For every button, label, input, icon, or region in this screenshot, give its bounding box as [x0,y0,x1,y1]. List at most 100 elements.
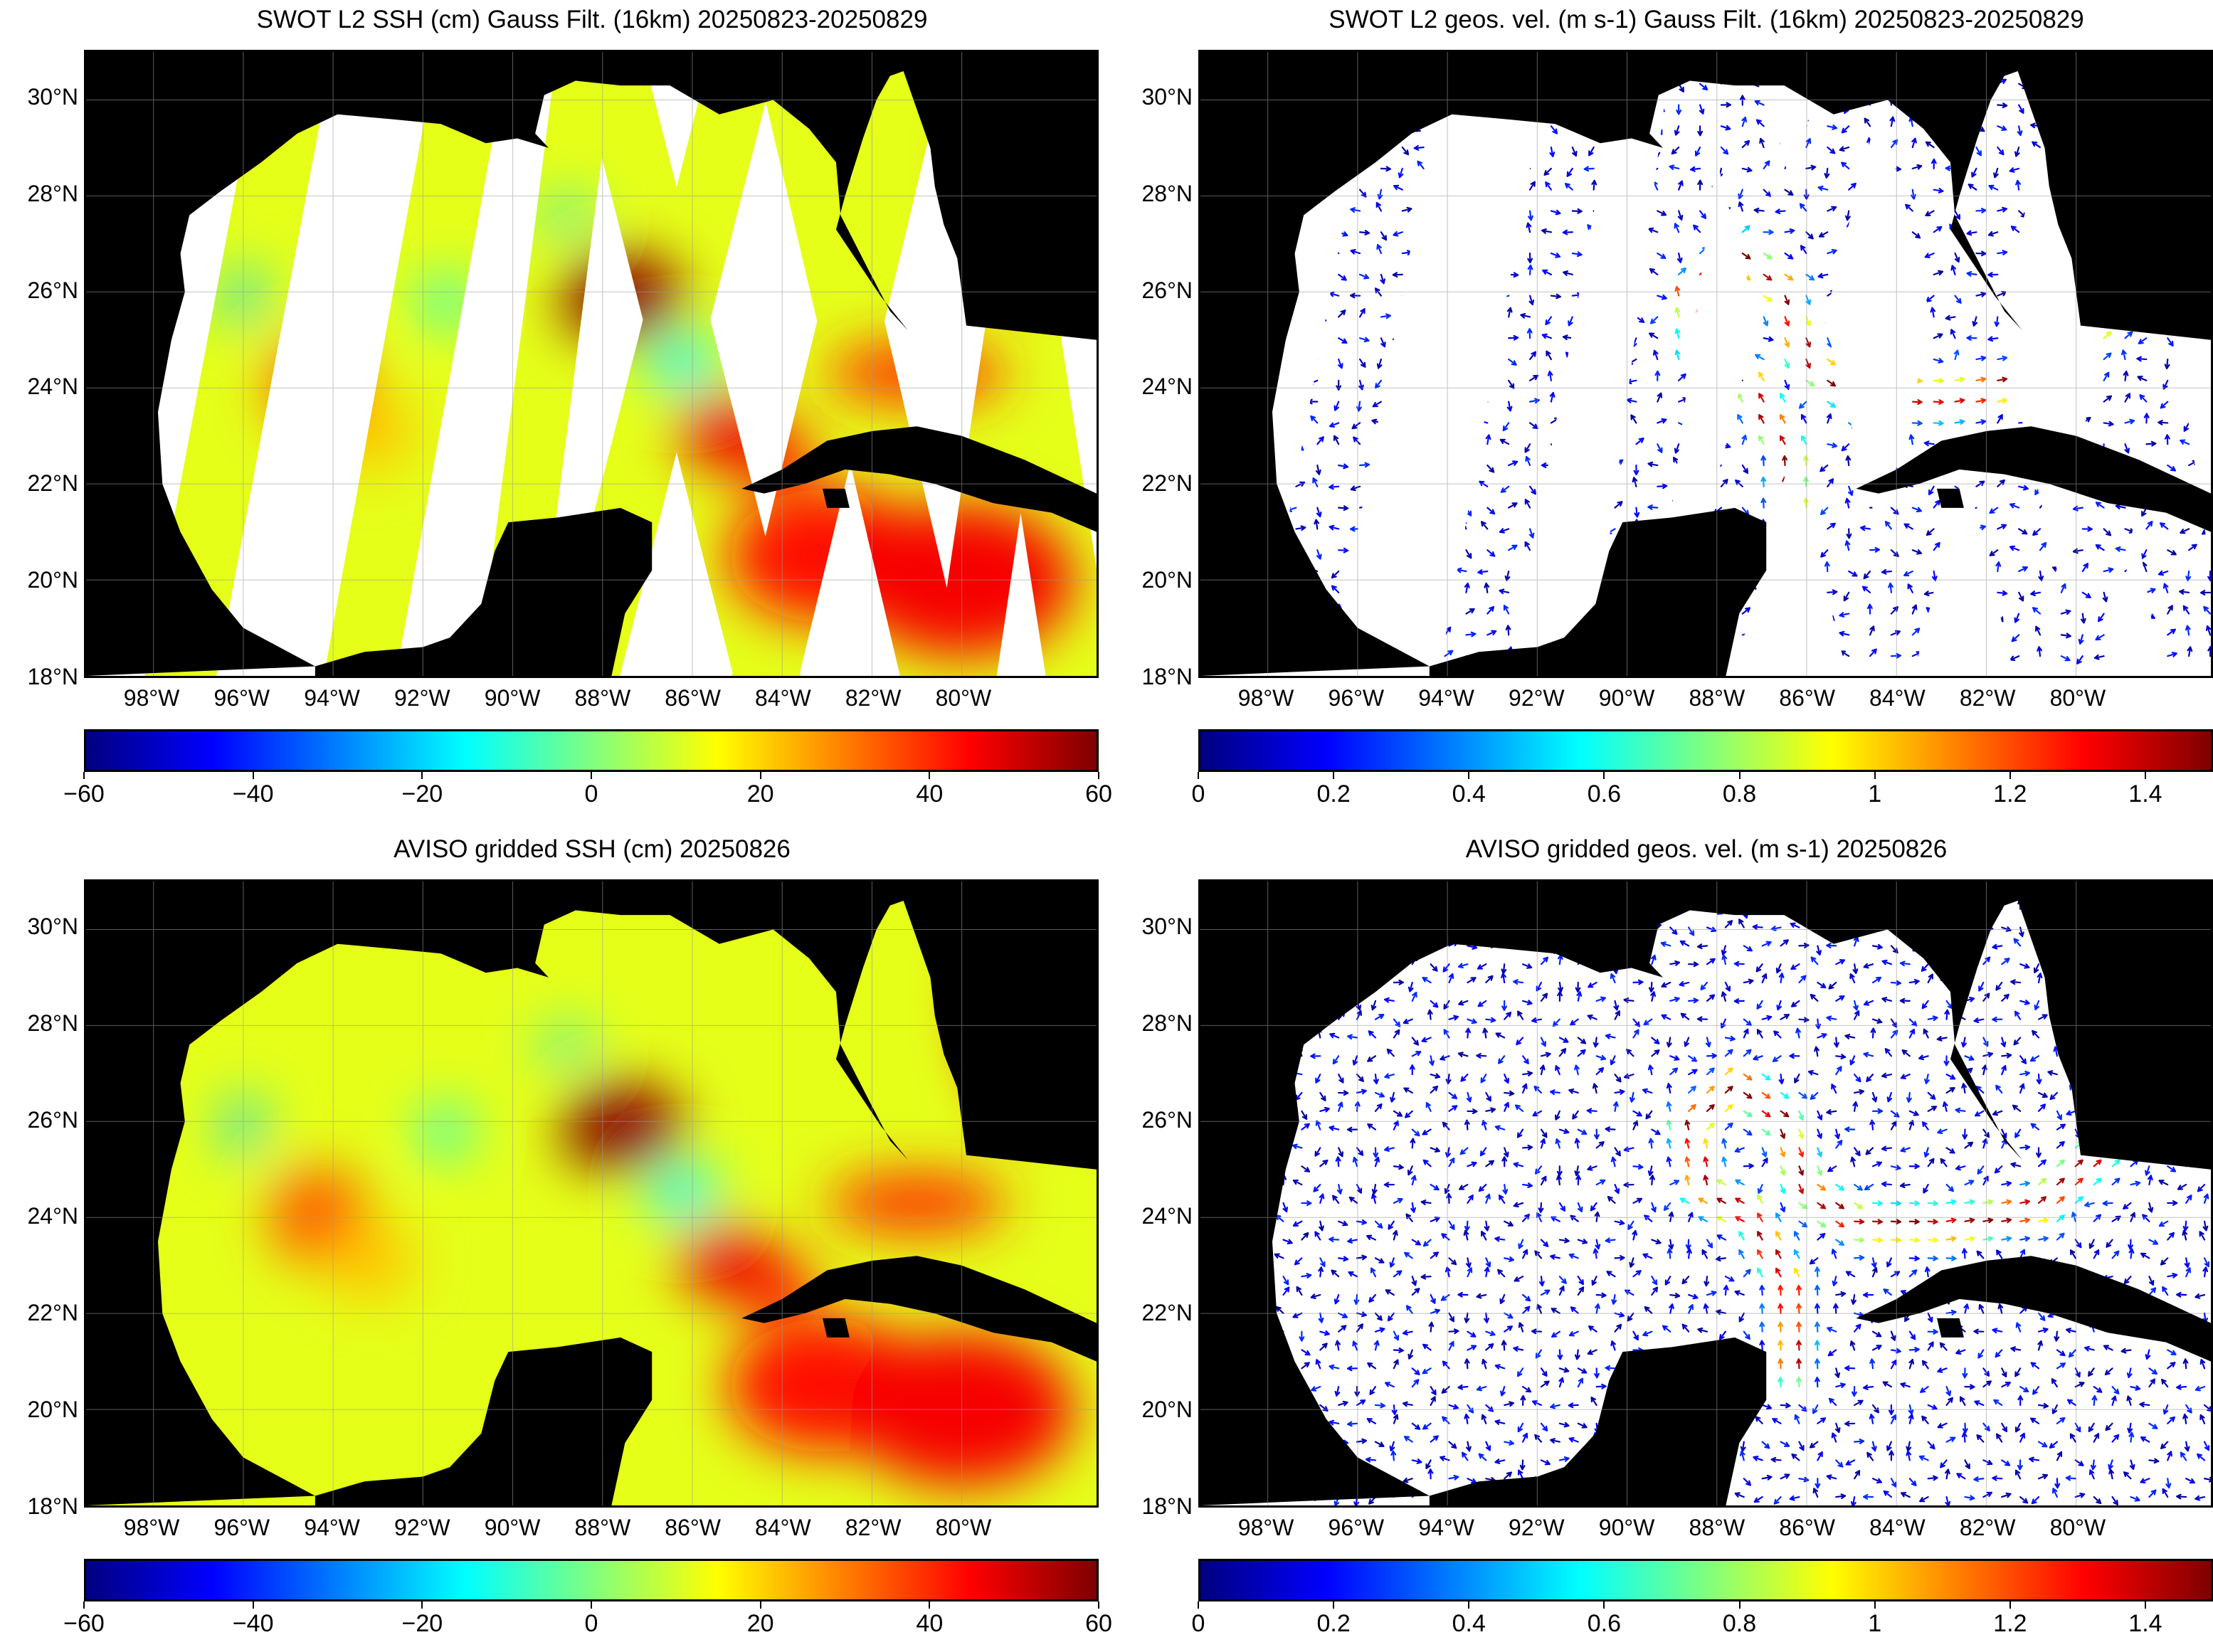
lon-tick-label: 94°W [304,1515,360,1540]
colorbar-tick-label: 1.4 [2128,1610,2162,1637]
lon-tick-label: 82°W [1959,1515,2016,1540]
lat-tick-label: 30°N [27,83,79,110]
land-usa [1200,881,2211,1505]
land-mex [315,1337,653,1505]
colorbar-tick-mark [1098,1601,1099,1609]
colorbar-tick-label: −60 [63,1610,105,1637]
lon-tick-label: 88°W [1689,685,1745,711]
colorbar-tick-mark [421,772,423,779]
lon-tick-label: 84°W [755,1515,811,1540]
lat-tick-label: 20°N [1141,567,1193,593]
colorbar-tick-label: 0 [584,780,598,808]
lat-tick-label: 28°N [27,180,79,206]
lon-tick-label: 80°W [2049,685,2106,711]
lon-tick-label: 98°W [123,685,180,711]
colorbar-tick-label: 0.4 [1452,1610,1486,1637]
lat-tick-label: 22°N [1141,470,1193,497]
lat-tick-label: 20°N [27,567,79,593]
colorbar-tick-label: 60 [1085,1610,1112,1637]
map-frame [1198,50,2213,678]
colorbar [84,729,1099,772]
lon-tick-label: 94°W [1418,685,1474,711]
colorbar-tick-label: −20 [401,780,443,808]
lon-tick-label: 84°W [1869,1515,1926,1540]
lon-tick-label: 90°W [1598,1515,1655,1540]
lon-tick-label: 88°W [574,685,631,711]
land-usa [86,52,1097,676]
lon-tick-label: 86°W [1779,1515,1835,1540]
lat-tick-label: 22°N [27,470,79,497]
colorbar-tick-label: −60 [63,780,105,808]
colorbar-tick-label: −20 [401,1610,443,1637]
land-bahamas [1037,248,1097,278]
lon-tick-label: 92°W [1509,1515,1565,1540]
lat-tick-label: 18°N [1141,1493,1193,1519]
colorbar-tick-mark [1098,772,1099,779]
colorbar-tick-mark [421,1601,423,1609]
lon-tick-label: 92°W [394,1515,450,1540]
land-cuba [741,1256,1097,1362]
colorbar [84,1559,1099,1601]
lat-tick-label: 26°N [1141,1106,1193,1133]
colorbar-tick-label: 60 [1085,780,1112,808]
map-canvas [1200,52,2211,676]
map-canvas [86,881,1097,1505]
graticule [86,881,1097,1505]
lat-tick-label: 22°N [27,1300,79,1326]
map-frame [84,879,1099,1508]
lat-tick-label: 30°N [1141,913,1193,939]
colorbar-tick-label: 0.4 [1452,780,1486,808]
lon-tick-label: 80°W [2049,1515,2106,1540]
land-cuba [1856,426,2211,532]
lon-tick-label: 84°W [755,685,811,711]
panel-title: SWOT L2 geos. vel. (m s-1) Gauss Filt. (… [1329,6,2084,33]
lon-tick-label: 98°W [1237,1515,1294,1540]
colorbar [1198,729,2213,772]
lat-tick-label: 28°N [27,1010,79,1036]
land-juventud [1937,488,1964,508]
colorbar-tick-label: −40 [232,1610,274,1637]
land-usa [86,881,1097,1505]
lon-tick-label: 88°W [1689,1515,1745,1540]
lon-tick-label: 80°W [935,685,992,711]
panel-title: AVISO gridded geos. vel. (m s-1) 2025082… [1465,835,1948,863]
colorbar-tick-label: 0.6 [1587,1610,1622,1637]
colorbar-tick-mark [1738,1601,1741,1609]
colorbar-tick-mark [252,772,254,779]
map-frame [1198,879,2213,1508]
colorbar-tick-mark [252,1601,254,1609]
colorbar-tick-mark [1738,772,1741,779]
lat-tick-label: 26°N [27,277,79,303]
colorbar-tick-mark [929,1601,931,1609]
colorbar-tick-mark [83,1601,85,1609]
colorbar-tick-mark [1468,772,1470,779]
colorbar-tick-mark [759,772,761,779]
lon-tick-label: 86°W [665,1515,721,1540]
lat-tick-label: 24°N [27,374,79,400]
lon-tick-label: 96°W [213,1515,270,1540]
colorbar-tick-mark [1874,1601,1876,1609]
colorbar-tick-mark [1874,772,1876,779]
colorbar-tick-label: −40 [232,780,274,808]
colorbar-tick-label: 0.6 [1587,780,1622,808]
lon-tick-label: 90°W [484,685,541,711]
lat-tick-label: 18°N [1141,664,1193,689]
colorbar-tick-mark [1333,772,1335,779]
colorbar-tick-label: 20 [746,1610,774,1637]
lon-tick-label: 88°W [574,1515,631,1540]
colorbar-tick-mark [591,772,592,779]
colorbar-tick-mark [1468,1601,1470,1609]
lon-tick-label: 96°W [1328,685,1385,711]
graticule [86,52,1097,676]
colorbar-tick-label: 1 [1868,1610,1882,1637]
colorbar-tick-mark [2009,772,2011,779]
colorbar-tick-mark [929,772,931,779]
panel-title: SWOT L2 SSH (cm) Gauss Filt. (16km) 2025… [256,6,928,33]
land-juventud [1937,1318,1964,1338]
colorbar-tick-mark [1603,772,1605,779]
lat-tick-label: 30°N [27,913,79,939]
lon-tick-label: 82°W [1959,685,2016,711]
colorbar-tick-label: 0.2 [1316,780,1351,808]
colorbar [1198,1559,2213,1601]
lon-tick-label: 86°W [1779,685,1835,711]
